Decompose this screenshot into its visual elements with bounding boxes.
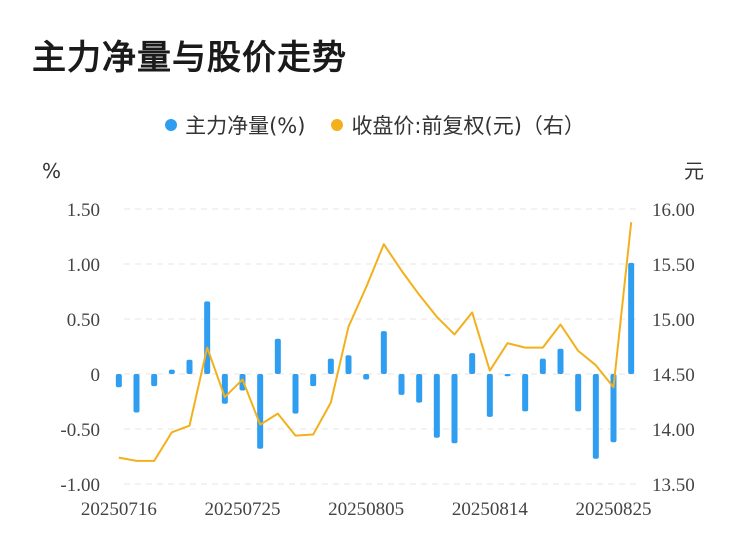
net-volume-bar <box>239 374 246 391</box>
net-volume-bar <box>398 374 405 395</box>
net-volume-bar <box>557 348 564 374</box>
x-tick-label: 20250725 <box>205 499 281 520</box>
net-volume-bar <box>133 374 140 413</box>
x-tick-label: 20250825 <box>576 499 652 520</box>
net-volume-bar <box>416 374 423 403</box>
right-tick-label: 16.00 <box>652 200 695 221</box>
net-volume-bar <box>115 374 122 388</box>
left-axis-unit: % <box>42 159 61 183</box>
net-volume-bar <box>204 301 211 374</box>
net-volume-bar <box>522 374 529 412</box>
close-price-line <box>118 222 633 462</box>
left-axis: 1.50 1.00 0.50 0 -0.50 -1.00 <box>60 200 100 496</box>
left-tick-label: 1.00 <box>67 255 100 276</box>
x-axis: 20250716 20250725 20250805 20250814 20250825 <box>81 499 652 520</box>
right-tick-label: 15.00 <box>652 310 695 331</box>
net-volume-bar <box>151 374 158 387</box>
legend-dot-bar-icon <box>165 119 178 131</box>
net-volume-bar <box>628 262 635 374</box>
right-tick-label: 15.50 <box>652 255 695 276</box>
bar-series <box>115 262 635 459</box>
net-volume-bar <box>327 358 334 374</box>
left-tick-label: 1.50 <box>67 200 100 221</box>
net-volume-bar <box>486 374 493 417</box>
net-volume-bar <box>168 369 175 374</box>
legend-label-net-volume: 主力净量(%) <box>185 114 306 138</box>
right-axis-unit: 元 <box>684 159 704 183</box>
x-tick-label: 20250805 <box>328 499 404 520</box>
right-tick-label: 14.00 <box>652 420 695 441</box>
grid-lines <box>124 208 640 485</box>
left-tick-label: 0.50 <box>67 310 100 331</box>
right-tick-label: 14.50 <box>652 365 695 386</box>
net-volume-bar <box>451 374 458 444</box>
net-volume-bar <box>539 358 546 374</box>
left-tick-label: -1.00 <box>60 475 100 496</box>
net-volume-bar <box>469 353 476 374</box>
right-tick-label: 13.50 <box>652 475 695 496</box>
legend-item-net-volume[interactable]: 主力净量(%) <box>165 110 305 140</box>
page-title: 主力净量与股价走势 <box>32 38 347 78</box>
net-volume-bar <box>610 374 617 443</box>
right-axis: 16.00 15.50 15.00 14.50 14.00 13.50 <box>652 200 695 496</box>
legend-label-close-price: 收盘价:前复权(元)（右） <box>351 114 585 138</box>
left-tick-label: 0 <box>91 365 101 386</box>
x-tick-label: 20250814 <box>452 499 529 520</box>
legend-dot-line-icon <box>331 119 344 131</box>
net-volume-bar <box>257 374 264 449</box>
net-volume-bar <box>433 374 440 438</box>
legend-item-close-price[interactable]: 收盘价:前复权(元)（右） <box>331 110 585 140</box>
net-volume-bar <box>292 374 299 414</box>
net-volume-bar <box>575 374 582 412</box>
left-tick-label: -0.50 <box>60 420 100 441</box>
net-volume-bar <box>345 355 352 374</box>
net-volume-bar <box>363 374 370 380</box>
net-volume-bar <box>592 374 599 459</box>
x-tick-label: 20250716 <box>81 499 157 520</box>
line-series <box>118 222 633 462</box>
net-volume-bar <box>504 374 511 377</box>
net-volume-bar <box>310 374 317 387</box>
net-volume-bar <box>186 359 193 374</box>
chart-legend: 主力净量(%) 收盘价:前复权(元)（右） <box>0 110 750 140</box>
net-volume-bar <box>380 331 387 374</box>
net-volume-bar <box>274 338 281 374</box>
